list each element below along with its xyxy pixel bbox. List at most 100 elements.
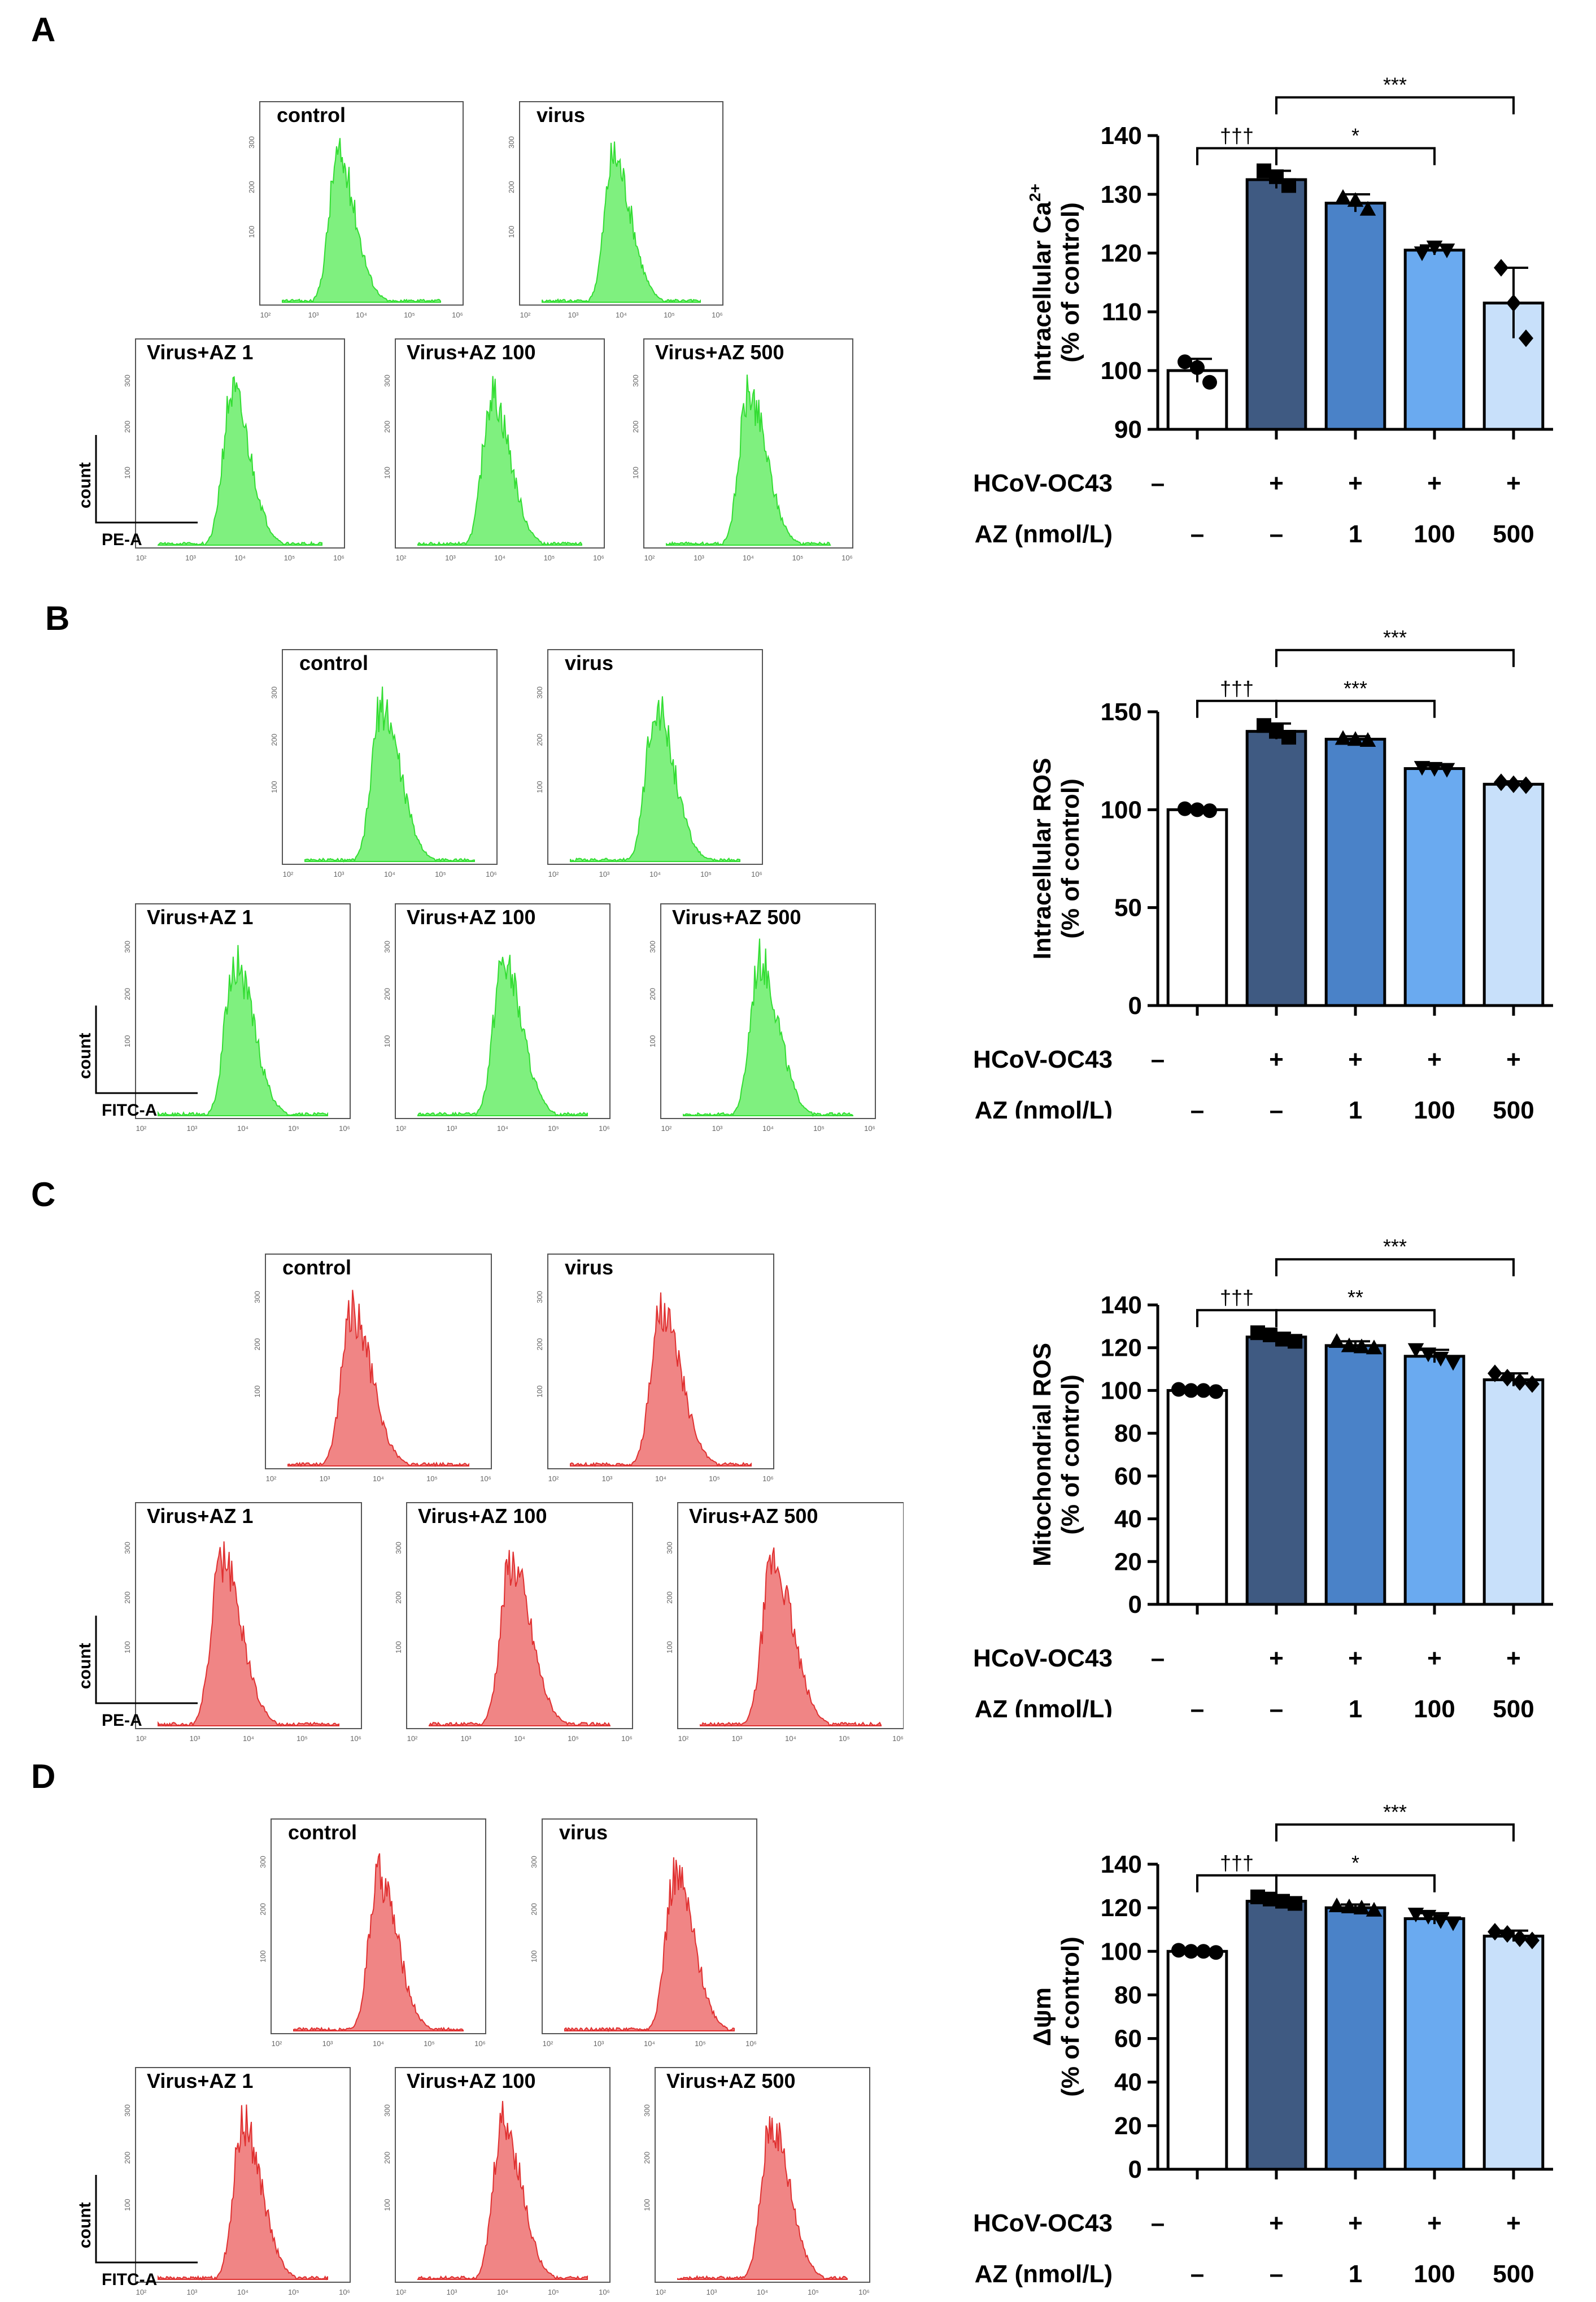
data-point bbox=[1335, 730, 1351, 745]
histogram-label: virus bbox=[559, 1821, 608, 1844]
y-tick-label: 200 bbox=[665, 1591, 674, 1604]
data-point bbox=[1250, 1889, 1265, 1904]
y-tick-label: 120 bbox=[1101, 240, 1142, 267]
x-tick-label: 10⁶ bbox=[339, 2288, 350, 2296]
x-tick-label: 10³ bbox=[694, 554, 704, 562]
y-tick-label: 100 bbox=[247, 226, 256, 238]
y-tick-label: 200 bbox=[535, 1338, 544, 1351]
x-tick-label: 10⁴ bbox=[616, 311, 627, 319]
y-tick-label: 100 bbox=[123, 1641, 132, 1653]
data-point bbox=[1328, 1333, 1345, 1348]
x-tick-label: 10³ bbox=[732, 1734, 743, 1743]
data-point bbox=[1512, 1373, 1527, 1391]
x-tick-label: 10² bbox=[260, 311, 271, 319]
y-tick-label: 300 bbox=[394, 1542, 403, 1554]
y-tick-label: 300 bbox=[383, 941, 391, 953]
row-value-az: 1 bbox=[1349, 1096, 1362, 1119]
histogram-peak bbox=[417, 2101, 588, 2281]
histogram-d-2: 300 200 100 10² 10³ 10⁴ 10⁵ 10⁶ virus bbox=[530, 1818, 757, 2048]
data-point bbox=[1171, 1382, 1186, 1397]
significance-bracket bbox=[1275, 1874, 1436, 1892]
y-tick-label: 300 bbox=[383, 375, 391, 387]
y-axis-title: Mitochondrial ROS bbox=[1028, 1343, 1056, 1566]
y-axis-title: Intracellular ROS bbox=[1028, 758, 1056, 959]
count-axis-label: count bbox=[76, 462, 94, 508]
histogram-peak bbox=[683, 938, 853, 1117]
bar-3 bbox=[1324, 738, 1386, 1007]
row-value-az: – bbox=[1270, 1096, 1283, 1119]
y-tick-label: 100 bbox=[270, 781, 278, 793]
x-tick-label: 10³ bbox=[594, 2039, 604, 2048]
significance-bracket bbox=[1275, 699, 1436, 718]
row-value-az: – bbox=[1191, 520, 1204, 548]
y-tick-label: 100 bbox=[123, 1035, 132, 1047]
data-point bbox=[1275, 1894, 1290, 1909]
y-tick-label: 200 bbox=[394, 1591, 403, 1604]
y-tick-label: 300 bbox=[631, 375, 640, 387]
x-tick-label: 10⁴ bbox=[497, 2288, 508, 2296]
histogram-label: Virus+AZ 500 bbox=[655, 341, 784, 364]
row-value-virus: + bbox=[1269, 469, 1284, 497]
y-tick-label: 90 bbox=[1114, 416, 1142, 443]
count-axis-corner bbox=[95, 2175, 198, 2264]
histogram-c-3: 300 200 100 10² 10³ 10⁴ 10⁵ 10⁶ Virus+AZ 1 bbox=[123, 1502, 362, 1743]
bar-2 bbox=[1245, 1900, 1307, 2171]
x-tick-label: 10⁴ bbox=[514, 1734, 525, 1743]
x-tick-label: 10⁶ bbox=[474, 2039, 486, 2048]
row-value-az: 500 bbox=[1493, 1096, 1534, 1119]
y-tick-label: 300 bbox=[665, 1542, 674, 1554]
x-tick-label: 10⁶ bbox=[858, 2288, 870, 2296]
row-value-az: 500 bbox=[1493, 1695, 1534, 1717]
bar-2 bbox=[1245, 730, 1307, 1007]
x-tick-label: 10⁵ bbox=[288, 2288, 299, 2296]
y-tick-label: 100 bbox=[394, 1641, 403, 1653]
x-tick-label: 10⁴ bbox=[234, 554, 246, 562]
histogram-d-3: 300 200 100 10² 10³ 10⁴ 10⁵ 10⁶ Virus+AZ 1 bbox=[123, 2067, 351, 2296]
x-tick-label: 10³ bbox=[322, 2039, 333, 2048]
y-tick-label: 80 bbox=[1114, 1420, 1142, 1447]
y-tick-label: 20 bbox=[1114, 2112, 1142, 2140]
significance-bracket bbox=[1275, 1823, 1515, 1842]
bar-chart-mitochondrial-ros: 0 20 40 60 80 100 120 140 Mitochondrial ROS (% of… bbox=[973, 1235, 1553, 1717]
data-point bbox=[1341, 1898, 1358, 1913]
x-tick-label: 10³ bbox=[447, 1124, 457, 1133]
y-tick-label: 130 bbox=[1101, 181, 1142, 208]
histogram-peak bbox=[677, 2116, 848, 2281]
histogram-label: control bbox=[277, 103, 346, 127]
data-point bbox=[1366, 1901, 1383, 1917]
row-value-virus: + bbox=[1427, 1644, 1442, 1672]
data-point bbox=[1263, 1891, 1277, 1907]
x-tick-label: 10² bbox=[678, 1734, 689, 1743]
y-tick-label: 200 bbox=[259, 1903, 267, 1916]
x-tick-label: 10⁵ bbox=[568, 1734, 579, 1743]
significance-label: *** bbox=[1383, 1800, 1407, 1824]
data-point bbox=[1500, 1925, 1515, 1943]
histogram-peak bbox=[293, 1853, 464, 2032]
y-tick-label: 120 bbox=[1101, 1894, 1142, 1922]
row-value-az: 500 bbox=[1493, 520, 1534, 548]
x-tick-label: 10⁶ bbox=[480, 1474, 491, 1483]
histogram-peak bbox=[417, 376, 582, 546]
row-value-virus: + bbox=[1506, 1644, 1521, 1672]
row-label-az: AZ (nmol/L) bbox=[975, 2260, 1113, 2288]
row-value-virus: + bbox=[1506, 2209, 1521, 2237]
y-tick-label: 300 bbox=[123, 941, 132, 953]
histogram-group-d: 300 200 100 10² 10³ 10⁴ 10⁵ 10⁶ control 300 200 100… bbox=[76, 1818, 870, 2296]
y-tick-label: 110 bbox=[1102, 298, 1142, 326]
y-tick-label: 100 bbox=[535, 1385, 544, 1398]
y-tick-label: 20 bbox=[1114, 1548, 1142, 1576]
significance-bracket bbox=[1196, 1309, 1277, 1328]
data-point bbox=[1202, 803, 1217, 819]
data-point bbox=[1438, 763, 1455, 778]
histogram-label: Virus+AZ 100 bbox=[407, 341, 535, 364]
histogram-label: Virus+AZ 1 bbox=[147, 906, 253, 929]
row-value-az: 100 bbox=[1414, 1096, 1455, 1119]
histogram-peak bbox=[282, 138, 441, 303]
data-point bbox=[1420, 1347, 1437, 1363]
data-point bbox=[1347, 192, 1364, 207]
histogram-peak bbox=[158, 2104, 328, 2281]
x-tick-label: 10⁵ bbox=[813, 1124, 825, 1133]
histogram-group-b: 300 200 100 10² 10³ 10⁴ 10⁵ 10⁶ control 300 200 100… bbox=[76, 649, 876, 1133]
row-value-az: 100 bbox=[1414, 2260, 1455, 2288]
